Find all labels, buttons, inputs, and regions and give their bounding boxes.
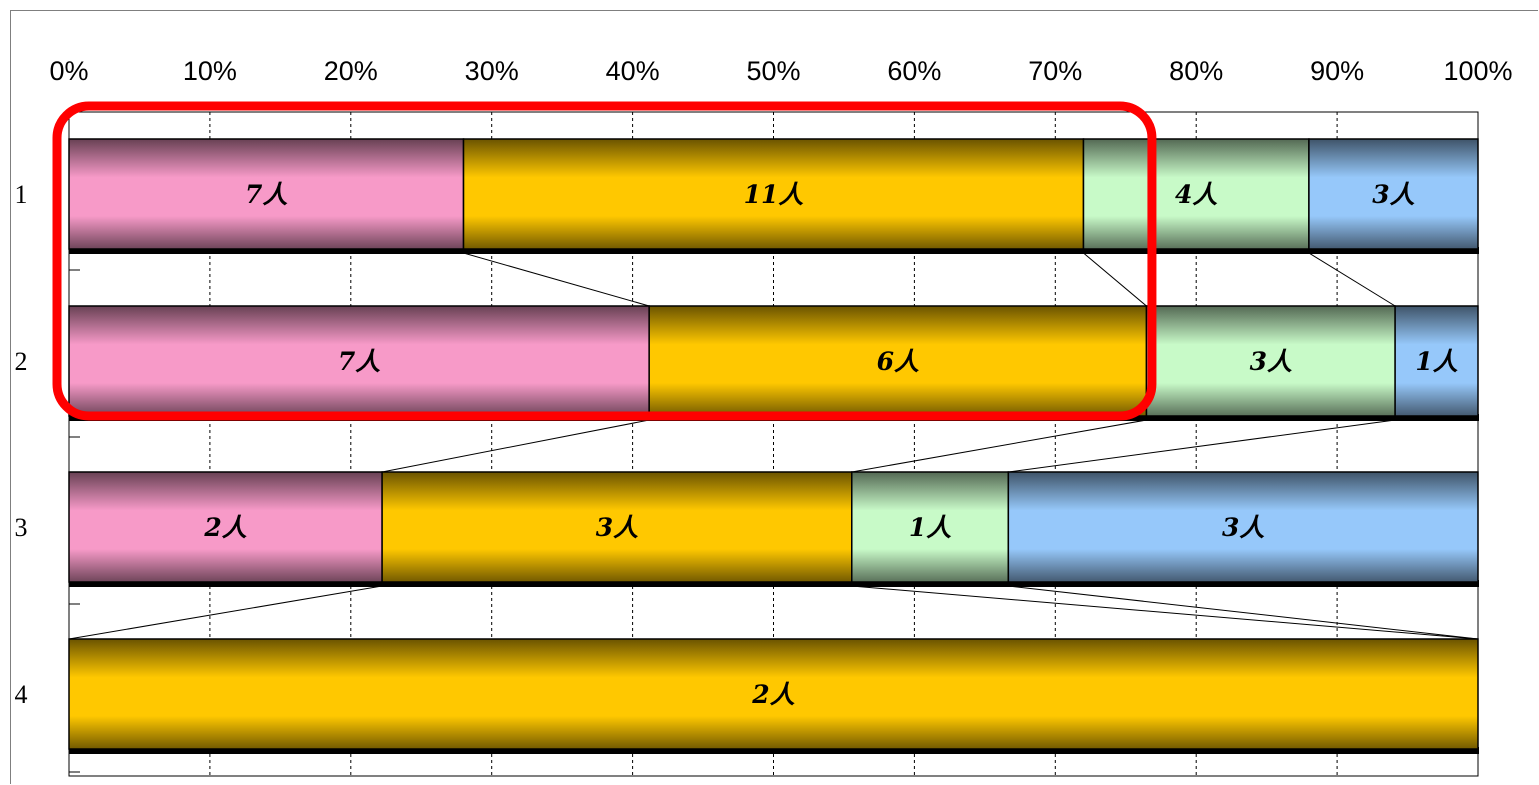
x-tick-label: 70% [1028,56,1082,86]
bar-segment [68,305,650,417]
x-tick-label: 30% [465,56,519,86]
bar-shadow [69,580,1479,587]
bar-row-2: 7人 6人 3人 1人 [68,305,1479,421]
x-tick-label: 100% [1443,56,1512,86]
x-tick-label: 10% [183,56,237,86]
bar-row-4: 2人 [68,638,1479,754]
bar-segment [1308,138,1479,250]
bar-shadow [69,247,1479,254]
bar-segment [381,471,853,583]
data-label: 6人 [877,347,919,376]
x-tick-label: 0% [49,56,88,86]
series-connector-line [463,252,650,307]
bar-segment [68,638,1479,750]
bar-row-1: 7人 11人 4人 3人 [68,138,1479,254]
bar-segment [1007,471,1479,583]
y-tick-label: 4 [15,680,28,709]
data-label: 2人 [751,680,794,709]
data-label: 3人 [596,513,638,542]
y-tick-label: 3 [15,513,28,542]
bar-segment [1082,138,1310,250]
x-tick-label: 50% [746,56,800,86]
bar-segment [68,471,383,583]
data-label: 3人 [1222,513,1264,542]
data-label: 7人 [245,180,287,209]
data-label: 2人 [203,513,246,542]
y-tick-label: 1 [15,180,28,209]
x-tick-label: 40% [606,56,660,86]
series-connector-line [851,419,1147,473]
x-tick-label: 80% [1169,56,1223,86]
bar-segment [648,305,1148,417]
data-label: 11人 [744,180,804,209]
data-label: 7人 [338,347,380,376]
bar-segment [68,138,465,250]
bar-segment [1394,305,1479,417]
data-label: 1人 [909,513,951,542]
series-connector-line [1308,252,1396,307]
data-label: 3人 [1250,347,1292,376]
bar-shadow [69,747,1479,754]
series-connector-line [1083,252,1147,307]
series-connector-line [1008,585,1479,640]
bar-row-3: 2人 3人 1人 3人 [68,471,1479,587]
highlight-box [52,101,1157,421]
series-connector-line [1008,419,1396,473]
x-tick-label: 20% [324,56,378,86]
x-tick-label: 60% [887,56,941,86]
series-connector-line [851,585,1479,640]
x-tick-label: 90% [1310,56,1364,86]
y-tick-label: 2 [15,347,28,376]
data-label: 3人 [1372,180,1414,209]
data-label: 1人 [1415,347,1457,376]
series-connector-line [68,585,383,640]
bar-segment [851,471,1010,583]
chart-frame [10,10,1538,784]
bar-segment [462,138,1085,250]
series-connector-line [382,419,650,473]
bar-segment [1145,305,1396,417]
data-label: 4人 [1175,180,1217,209]
